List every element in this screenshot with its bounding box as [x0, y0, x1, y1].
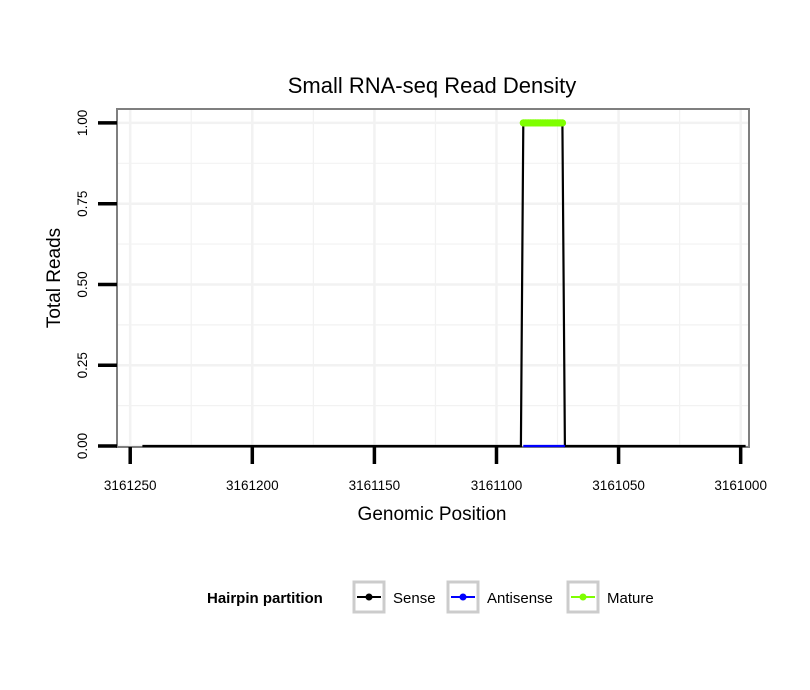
x-tick-label: 3161050	[592, 478, 645, 493]
x-tick-label: 3161250	[104, 478, 157, 493]
legend: Hairpin partition Sense Antisense Mature	[207, 580, 654, 614]
x-tick-label: 3161200	[226, 478, 279, 493]
legend-label: Mature	[607, 590, 654, 607]
chart-title: Small RNA-seq Read Density	[288, 73, 577, 98]
x-tick-label: 3161000	[714, 478, 767, 493]
x-axis-title: Genomic Position	[358, 504, 507, 525]
legend-label: Sense	[393, 590, 436, 607]
mature-points	[519, 119, 567, 127]
y-tick-label: 0.00	[75, 433, 90, 459]
y-tick-label: 0.75	[75, 191, 90, 217]
legend-item-mature: Mature	[566, 580, 654, 614]
legend-key-point	[365, 593, 373, 601]
x-tick-label: 3161100	[471, 478, 523, 493]
y-axis-title: Total Reads	[44, 228, 65, 328]
legend-key-point	[459, 593, 467, 601]
y-tick-label: 0.50	[75, 271, 90, 297]
legend-key-point	[579, 593, 587, 601]
legend-label: Antisense	[487, 590, 553, 607]
legend-item-antisense: Antisense	[446, 580, 553, 614]
x-tick-label: 3161150	[349, 478, 401, 493]
axes: 3161250 3161200 3161150 3161100 3161050 31610…	[75, 110, 767, 493]
legend-item-sense: Sense	[352, 580, 436, 614]
series-layer	[142, 119, 746, 448]
y-tick-label: 1.00	[75, 110, 90, 136]
data-point-mature	[519, 119, 527, 127]
y-tick-label: 0.25	[75, 352, 90, 378]
legend-title: Hairpin partition	[207, 590, 323, 607]
